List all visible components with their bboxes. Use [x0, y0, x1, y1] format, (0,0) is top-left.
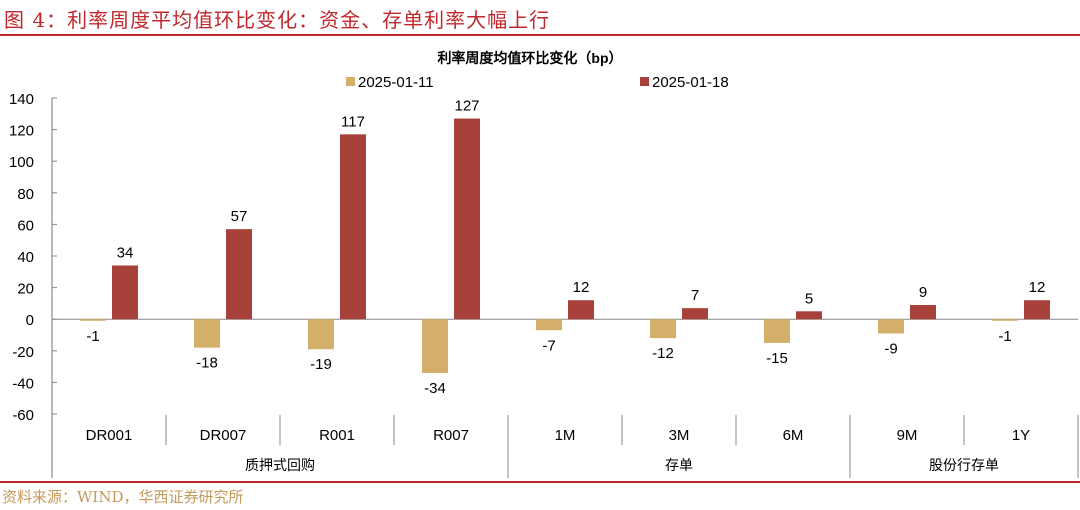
- bar-2025-01-18: [568, 300, 594, 320]
- group-label: 股份行存单: [929, 457, 999, 473]
- source-note: 资料来源：WIND，华西证券研究所: [2, 488, 244, 506]
- bar-2025-01-11: [422, 319, 448, 373]
- category-label: 6M: [783, 427, 804, 444]
- data-label: 57: [231, 208, 248, 225]
- bar-2025-01-11: [536, 319, 562, 331]
- bottom-divider: [0, 481, 1080, 483]
- y-tick-label: -40: [12, 375, 34, 392]
- bar-2025-01-18: [682, 308, 708, 320]
- legend-swatch: [640, 77, 649, 86]
- data-label: -9: [884, 340, 897, 357]
- bar-2025-01-11: [764, 319, 790, 343]
- bar-2025-01-18: [340, 134, 366, 320]
- category-label: 1Y: [1012, 427, 1030, 444]
- data-label: 9: [919, 284, 927, 301]
- data-label: -1: [86, 328, 99, 345]
- data-label: -7: [542, 337, 555, 354]
- y-tick-label: -60: [12, 407, 34, 424]
- data-label: 12: [573, 279, 590, 296]
- y-tick-label: 120: [9, 123, 34, 140]
- data-label: -34: [424, 380, 446, 397]
- category-label: R001: [319, 427, 355, 444]
- bar-2025-01-18: [1024, 300, 1050, 320]
- y-tick-label: 80: [17, 186, 34, 203]
- group-label: 存单: [665, 457, 693, 473]
- data-label: -18: [196, 355, 218, 372]
- bar-2025-01-11: [80, 319, 106, 321]
- y-tick-label: -20: [12, 344, 34, 361]
- data-label: 5: [805, 290, 813, 307]
- y-tick-label: 40: [17, 249, 34, 266]
- category-label: 9M: [897, 427, 918, 444]
- y-tick-label: 60: [17, 217, 34, 234]
- legend-label: 2025-01-18: [652, 74, 729, 91]
- y-tick-label: 140: [9, 91, 34, 108]
- bar-2025-01-18: [226, 229, 252, 320]
- data-label: 12: [1029, 279, 1046, 296]
- bar-2025-01-11: [308, 319, 334, 350]
- data-label: -12: [652, 345, 674, 362]
- figure-title: 图 4：利率周度平均值环比变化：资金、存单利率大幅上行: [4, 8, 551, 32]
- category-label: R007: [433, 427, 469, 444]
- bar-2025-01-18: [796, 311, 822, 320]
- legend-swatch: [346, 77, 355, 86]
- bar-2025-01-18: [454, 118, 480, 320]
- category-label: 3M: [669, 427, 690, 444]
- bar-2025-01-11: [194, 319, 220, 348]
- bar-2025-01-18: [910, 304, 936, 320]
- data-label: -15: [766, 350, 788, 367]
- legend-label: 2025-01-11: [358, 74, 434, 91]
- data-label: 117: [341, 113, 365, 130]
- y-tick-label: 0: [26, 312, 34, 329]
- data-label: 7: [691, 287, 699, 304]
- data-label: -19: [310, 356, 332, 373]
- y-tick-label: 100: [9, 154, 34, 171]
- bar-2025-01-11: [878, 319, 904, 334]
- group-label: 质押式回购: [245, 457, 315, 473]
- category-label: DR007: [200, 427, 247, 444]
- data-label: -1: [998, 328, 1011, 345]
- data-label: 34: [117, 244, 134, 261]
- bar-2025-01-18: [112, 265, 138, 320]
- category-label: 1M: [555, 427, 576, 444]
- y-tick-label: 20: [17, 281, 34, 298]
- bar-2025-01-11: [650, 319, 676, 339]
- category-label: DR001: [86, 427, 133, 444]
- top-divider: [0, 34, 1080, 36]
- chart-title: 利率周度均值环比变化（bp）: [437, 50, 622, 66]
- data-label: 127: [454, 98, 479, 115]
- bar-2025-01-11: [992, 319, 1018, 321]
